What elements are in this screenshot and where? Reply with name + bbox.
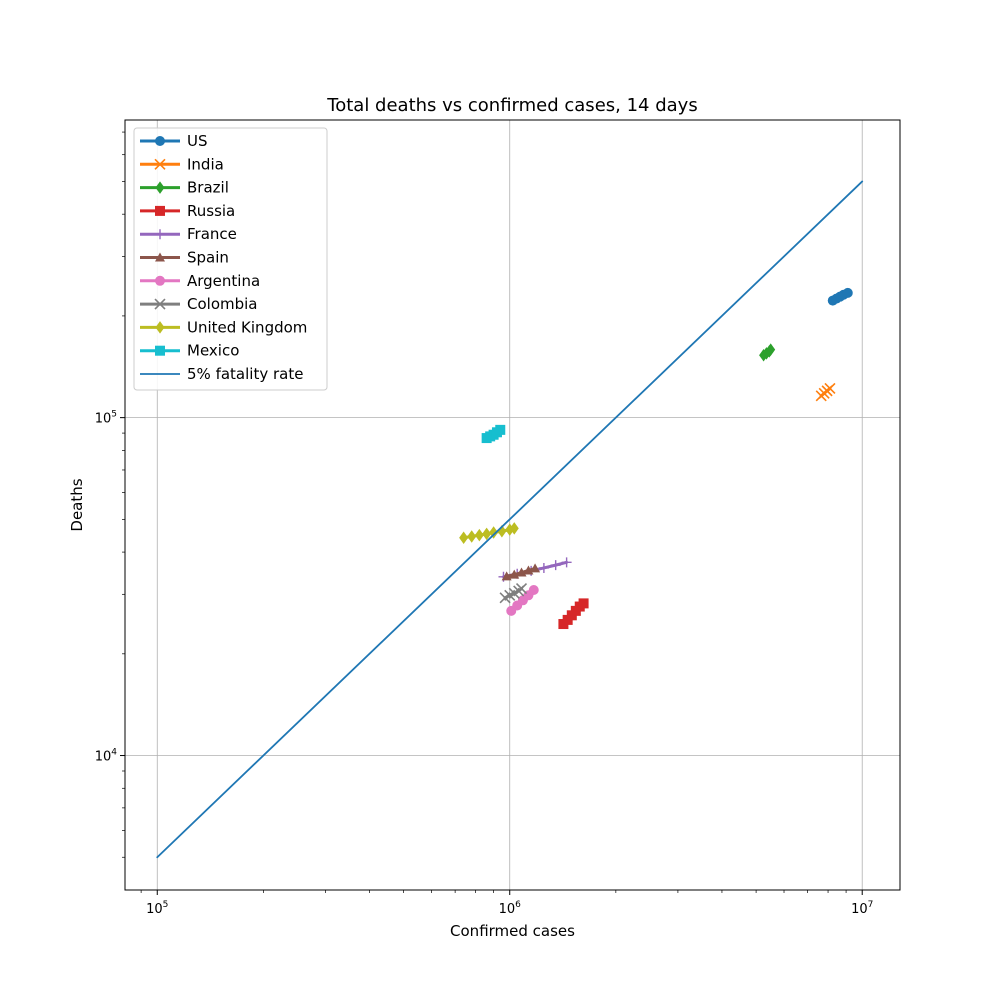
legend-item: US [140, 132, 208, 150]
data-point [530, 563, 541, 573]
legend: US India Brazil Russia France Spain Argentina C… [133, 127, 328, 391]
chart-title: Total deaths vs confirmed cases, 14 days [326, 95, 697, 116]
series-argentina [506, 584, 539, 616]
legend-item: Spain [140, 249, 229, 267]
legend-item: France [140, 225, 237, 243]
legend-marker [155, 181, 165, 194]
axis-ticks: 105 106 107 104 105 [95, 131, 873, 917]
y-tick-label: 105 [95, 410, 117, 427]
legend-marker [154, 158, 166, 170]
series-united-kingdom [459, 522, 519, 545]
data-point [538, 562, 549, 573]
legend-item: 5% fatality rate [140, 365, 303, 383]
data-point [766, 343, 776, 356]
legend-label: Russia [187, 202, 235, 220]
y-tick-label: 104 [95, 748, 118, 765]
series-mexico [481, 424, 506, 444]
series-5-fatality-rate [156, 180, 864, 859]
legend-marker [154, 298, 166, 310]
legend-label: Spain [187, 249, 229, 267]
data-point [482, 527, 492, 541]
series-colombia [499, 582, 528, 604]
legend-item: Mexico [140, 342, 239, 360]
legend-label: Brazil [187, 179, 229, 197]
legend-label: Mexico [187, 342, 239, 360]
legend-marker [155, 321, 165, 334]
legend-item: Brazil [140, 179, 229, 197]
data-point [474, 528, 484, 542]
legend-marker [155, 205, 165, 216]
data-point [550, 560, 561, 571]
y-axis-label: Deaths [68, 478, 86, 531]
legend-item: Colombia [140, 295, 258, 313]
reference-line [156, 180, 864, 859]
legend-item: India [140, 155, 224, 173]
series-india [815, 382, 836, 402]
data-point [467, 530, 477, 543]
series-russia [558, 598, 589, 630]
data-point [489, 526, 499, 539]
legend-marker [155, 252, 165, 262]
data-point [578, 598, 589, 609]
data-point [515, 582, 528, 595]
legend-item: United Kingdom [140, 318, 307, 336]
data-point [509, 522, 519, 535]
legend-label: United Kingdom [187, 318, 307, 336]
x-tick-label: 107 [851, 900, 873, 917]
x-tick-label: 106 [499, 900, 522, 917]
x-axis-label: Confirmed cases [450, 922, 575, 940]
data-point [824, 382, 836, 395]
x-tick-label: 105 [146, 900, 168, 917]
legend-label: US [187, 132, 208, 150]
legend-item: Argentina [140, 272, 260, 290]
legend-label: Argentina [187, 272, 260, 290]
legend-marker [155, 136, 165, 146]
series-brazil [759, 343, 776, 362]
plot-frame [124, 119, 901, 891]
data-point [842, 287, 853, 298]
legend-label: France [187, 225, 237, 243]
legend-item: Russia [140, 202, 235, 220]
data-point [561, 557, 572, 568]
legend-label: 5% fatality rate [187, 365, 303, 383]
data-point [528, 584, 539, 595]
legend-marker [155, 229, 165, 240]
legend-label: Colombia [187, 295, 258, 313]
series-us [827, 287, 853, 306]
data-point [501, 571, 512, 581]
series-spain [501, 563, 541, 581]
data-point [495, 424, 506, 435]
legend-box [133, 127, 328, 391]
data-point [459, 531, 469, 545]
legend-label: India [187, 155, 224, 173]
legend-marker [155, 275, 165, 286]
plot-data [156, 180, 864, 859]
legend-marker [155, 345, 165, 356]
